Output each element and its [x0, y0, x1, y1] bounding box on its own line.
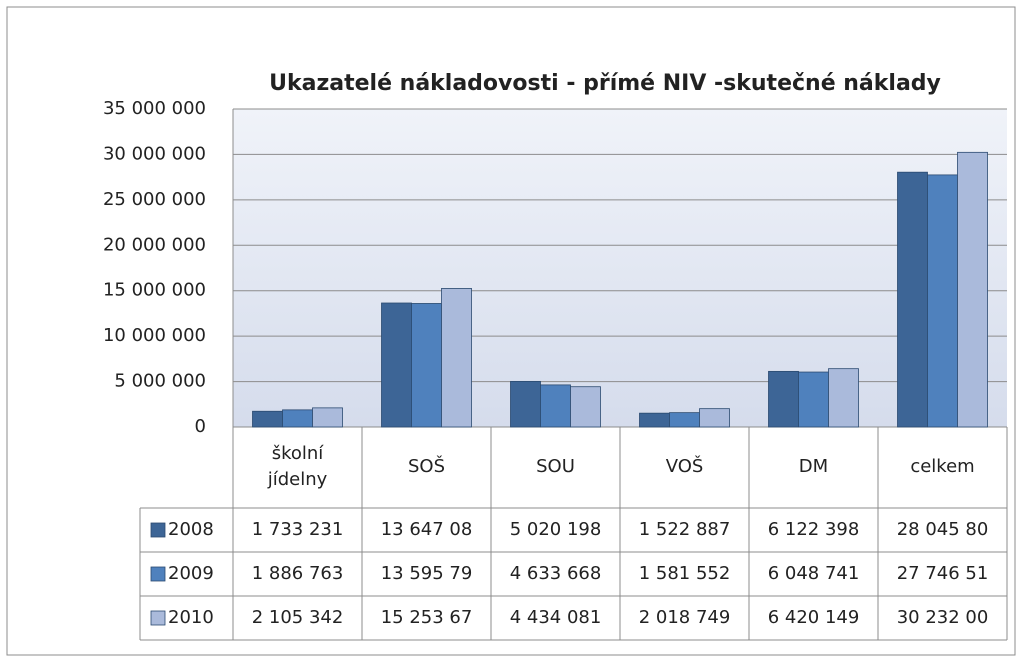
- table-cell: 4 434 081: [510, 607, 602, 628]
- y-tick-label: 35 000 000: [103, 98, 206, 119]
- x-tick-label: školní jídelny: [267, 443, 328, 490]
- table-cell: 1 886 763: [252, 563, 344, 584]
- table-cell: 1 581 552: [639, 563, 731, 584]
- x-tick-label: VOŠ: [666, 455, 704, 477]
- table-cell: 27 746 51: [897, 563, 989, 584]
- table-cell: 1 522 887: [639, 519, 731, 540]
- y-tick-label: 20 000 000: [103, 234, 206, 255]
- bar: [312, 407, 343, 428]
- bar: [669, 412, 700, 428]
- x-tick-label-line: školní: [272, 443, 325, 464]
- table-cell: 28 045 80: [897, 519, 989, 540]
- legend-label: 2010: [168, 607, 214, 628]
- x-tick-label: SOU: [536, 456, 575, 477]
- bar: [570, 386, 601, 428]
- y-tick-label: 25 000 000: [103, 189, 206, 210]
- bar: [252, 410, 283, 428]
- bar: [798, 371, 829, 428]
- bar: [828, 368, 859, 428]
- x-tick-label-line: jídelny: [267, 469, 328, 490]
- bar: [381, 302, 412, 428]
- legend-label: 2009: [168, 563, 214, 584]
- bar: [510, 380, 541, 428]
- legend-label: 2008: [168, 519, 214, 540]
- table-cell: 15 253 67: [381, 607, 473, 628]
- bar: [927, 174, 958, 428]
- y-tick-label: 5 000 000: [114, 371, 206, 392]
- chart-title: Ukazatelé nákladovosti - přímé NIV -skut…: [269, 71, 941, 96]
- y-tick-label: 15 000 000: [103, 280, 206, 301]
- bar: [957, 151, 988, 428]
- bar: [540, 384, 571, 428]
- legend-swatch: [150, 610, 166, 626]
- bar: [411, 303, 442, 428]
- table-cell: 2 018 749: [639, 607, 731, 628]
- x-tick-label: SOŠ: [408, 455, 445, 477]
- table-cell: 6 122 398: [768, 519, 860, 540]
- legend-swatch: [150, 566, 166, 582]
- legend-swatch: [150, 522, 166, 538]
- table-cell: 13 595 79: [381, 563, 473, 584]
- bar: [441, 288, 472, 428]
- table-cell: 13 647 08: [381, 519, 473, 540]
- bar: [768, 370, 799, 428]
- table-cell: 1 733 231: [252, 519, 344, 540]
- table-cell: 6 420 149: [768, 607, 860, 628]
- y-tick-label: 0: [195, 416, 206, 437]
- table-cell: 2 105 342: [252, 607, 344, 628]
- table-cell: 30 232 00: [897, 607, 989, 628]
- bar: [282, 409, 313, 428]
- bar: [639, 412, 670, 428]
- bar: [699, 408, 730, 428]
- table-cell: 5 020 198: [510, 519, 602, 540]
- bar: [897, 171, 928, 428]
- table-cell: 6 048 741: [768, 563, 860, 584]
- table-cell: 4 633 668: [510, 563, 602, 584]
- y-tick-label: 10 000 000: [103, 325, 206, 346]
- x-tick-label: celkem: [910, 456, 974, 477]
- x-tick-label: DM: [799, 456, 828, 477]
- plot-area: [233, 109, 1007, 427]
- y-tick-label: 30 000 000: [103, 143, 206, 164]
